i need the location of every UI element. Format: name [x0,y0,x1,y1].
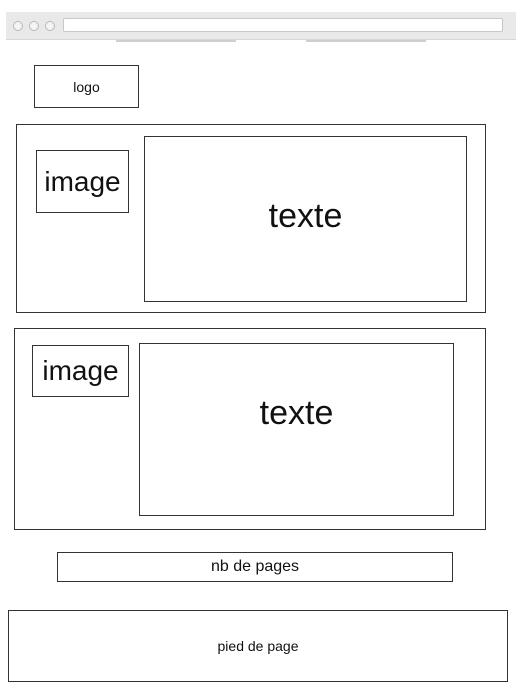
card-text-placeholder: texte [139,343,454,516]
logo-label: logo [73,78,100,95]
card-text-placeholder: texte [144,136,467,302]
chrome-divider [116,40,236,42]
address-bar[interactable] [63,18,503,32]
pagination-bar[interactable]: nb de pages [57,552,453,582]
logo-box[interactable]: logo [34,65,139,108]
card-image-placeholder: image [32,345,129,397]
card-text-label: texte [268,197,343,235]
window-close-icon[interactable] [13,21,23,31]
browser-chrome [6,12,516,42]
window-maximize-icon[interactable] [45,21,55,31]
footer-label: pied de page [217,638,299,654]
card-image-label: image [42,355,119,386]
chrome-divider [306,40,426,42]
content-card: image texte [16,124,486,313]
card-image-placeholder: image [36,150,129,213]
window-minimize-icon[interactable] [29,21,39,31]
page-footer: pied de page [8,610,508,682]
card-image-label: image [44,165,121,197]
card-text-label: texte [259,394,334,432]
content-card: image texte [14,328,486,530]
pagination-label: nb de pages [210,558,300,575]
